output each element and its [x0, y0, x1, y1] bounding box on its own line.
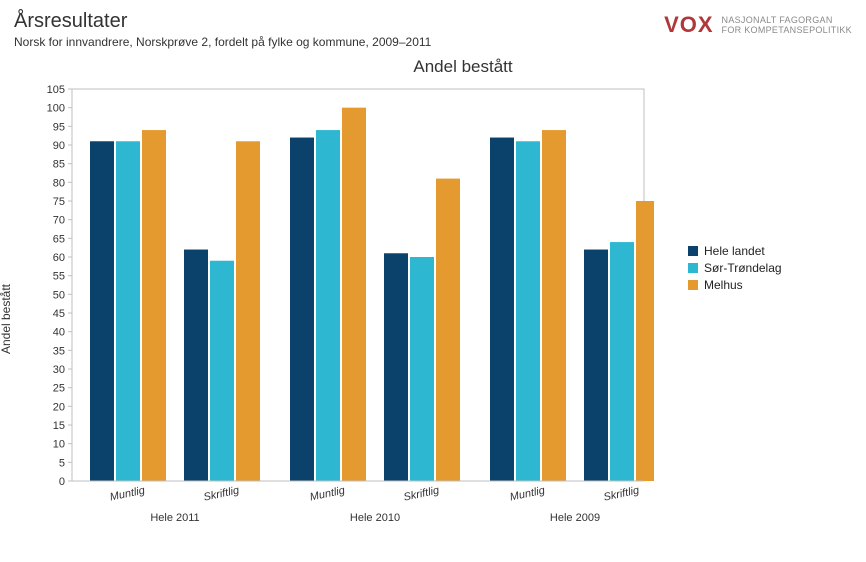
legend-label: Melhus	[704, 278, 743, 292]
legend-label: Hele landet	[704, 244, 765, 258]
svg-text:30: 30	[53, 364, 65, 376]
bar	[142, 130, 166, 481]
svg-text:75: 75	[53, 196, 65, 208]
header: Årsresultater Norsk for innvandrere, Nor…	[14, 10, 852, 49]
svg-text:Muntlig: Muntlig	[509, 484, 547, 503]
bar	[184, 250, 208, 481]
svg-text:25: 25	[53, 383, 65, 395]
bar	[316, 130, 340, 481]
logo: VOX NASJONALT FAGORGAN FOR KOMPETANSEPOL…	[664, 10, 852, 36]
svg-text:65: 65	[53, 233, 65, 245]
svg-text:0: 0	[59, 476, 65, 488]
svg-text:90: 90	[53, 140, 65, 152]
bar	[90, 141, 114, 481]
legend-item: Melhus	[688, 278, 782, 292]
legend-item: Sør-Trøndelag	[688, 261, 782, 275]
bar	[636, 201, 654, 481]
title-block: Årsresultater Norsk for innvandrere, Nor…	[14, 10, 431, 49]
svg-text:Skriftlig: Skriftlig	[602, 484, 641, 503]
bar	[210, 261, 234, 481]
legend-swatch	[688, 280, 698, 290]
svg-text:55: 55	[53, 271, 65, 283]
svg-text:50: 50	[53, 289, 65, 301]
svg-text:35: 35	[53, 345, 65, 357]
svg-text:85: 85	[53, 159, 65, 171]
chart-area: Andel bestått 05101520253035404550556065…	[14, 81, 852, 556]
legend-item: Hele landet	[688, 244, 782, 258]
svg-text:Hele 2011: Hele 2011	[150, 512, 199, 524]
svg-text:Muntlig: Muntlig	[109, 484, 147, 503]
legend-swatch	[688, 246, 698, 256]
svg-text:5: 5	[59, 457, 65, 469]
bar	[342, 108, 366, 481]
bar	[610, 242, 634, 481]
bar	[516, 141, 540, 481]
bar	[542, 130, 566, 481]
logo-mark: VOX	[664, 14, 713, 36]
svg-text:Muntlig: Muntlig	[309, 484, 347, 503]
svg-text:Hele 2010: Hele 2010	[350, 512, 400, 524]
svg-text:70: 70	[53, 215, 65, 227]
legend-swatch	[688, 263, 698, 273]
svg-text:100: 100	[47, 103, 65, 115]
logo-line-2: FOR KOMPETANSEPOLITIKK	[722, 25, 852, 35]
bar	[290, 138, 314, 481]
svg-text:15: 15	[53, 420, 65, 432]
svg-text:10: 10	[53, 439, 65, 451]
logo-text: NASJONALT FAGORGAN FOR KOMPETANSEPOLITIK…	[722, 15, 852, 36]
svg-text:Hele 2009: Hele 2009	[550, 512, 600, 524]
legend: Hele landet Sør-Trøndelag Melhus	[688, 241, 782, 295]
bar	[490, 138, 514, 481]
svg-text:80: 80	[53, 177, 65, 189]
bar	[436, 179, 460, 481]
bar	[236, 141, 260, 481]
svg-text:60: 60	[53, 252, 65, 264]
bar	[384, 253, 408, 481]
logo-line-1: NASJONALT FAGORGAN	[722, 15, 833, 25]
bar	[410, 257, 434, 481]
svg-text:105: 105	[47, 84, 65, 96]
svg-text:Skriftlig: Skriftlig	[202, 484, 241, 503]
legend-label: Sør-Trøndelag	[704, 261, 782, 275]
svg-text:45: 45	[53, 308, 65, 320]
chart-svg: 0 5 10 15 20 25 30 35 40 45 50 55 60 65 70 75 80 85 90 95 10…	[14, 81, 654, 551]
svg-text:Skriftlig: Skriftlig	[402, 484, 441, 503]
page-subtitle: Norsk for innvandrere, Norskprøve 2, for…	[14, 35, 431, 49]
svg-text:40: 40	[53, 327, 65, 339]
bar	[584, 250, 608, 481]
chart-title: Andel bestått	[14, 57, 852, 77]
bar	[116, 141, 140, 481]
page-title: Årsresultater	[14, 10, 431, 33]
svg-text:20: 20	[53, 401, 65, 413]
svg-text:95: 95	[53, 121, 65, 133]
y-axis-label: Andel bestått	[0, 283, 13, 353]
chart-plot: Andel bestått 05101520253035404550556065…	[14, 81, 654, 556]
